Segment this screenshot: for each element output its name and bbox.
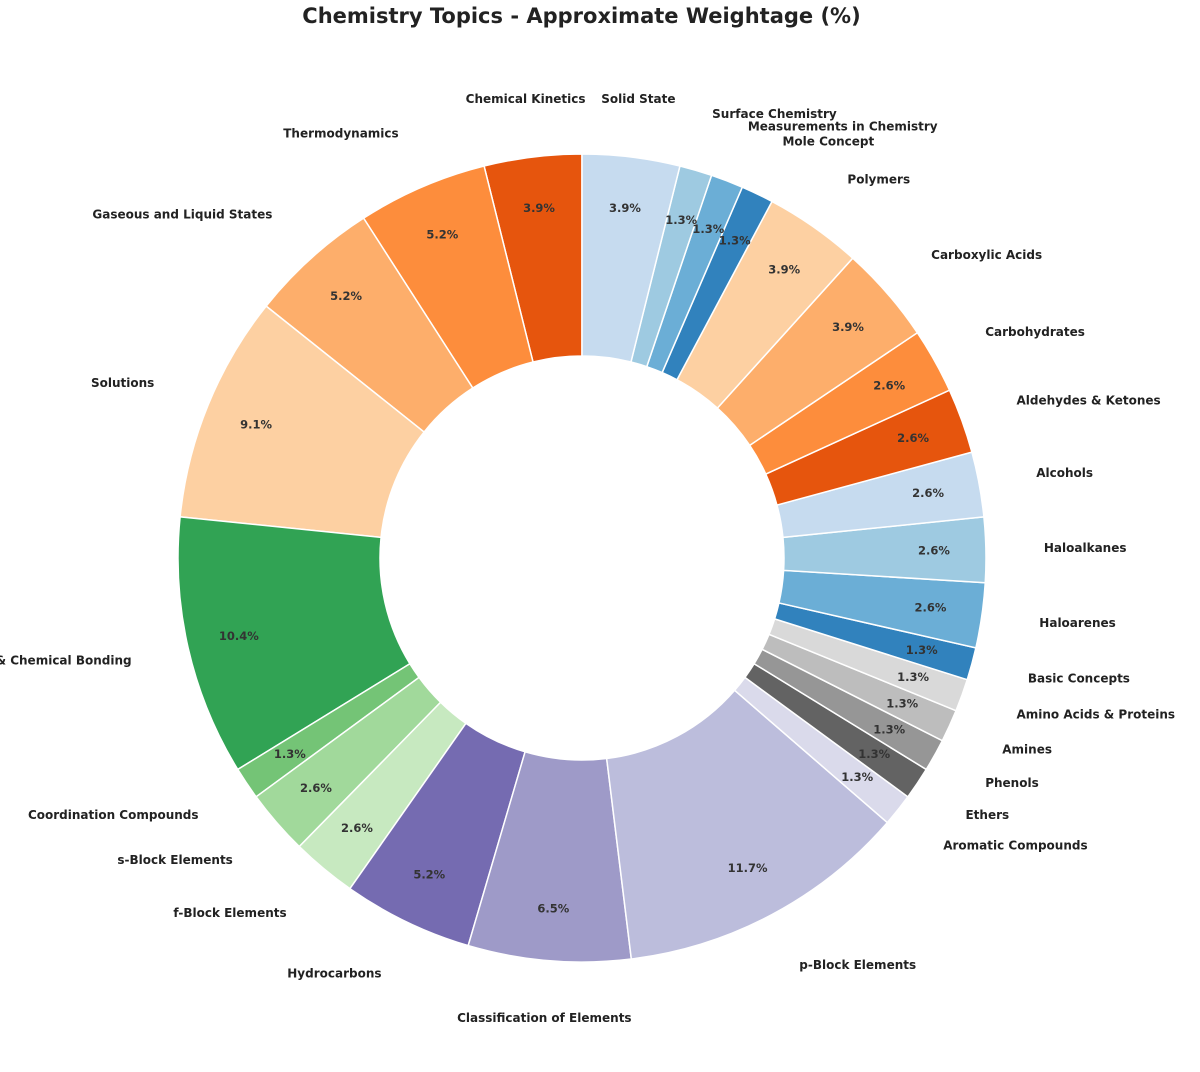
pct-label-hydrocarbons: 5.2% <box>413 868 445 882</box>
label-haloarenes: Haloarenes <box>1039 616 1115 630</box>
label-gaseous-and-liquid-states: Gaseous and Liquid States <box>92 208 272 222</box>
label-carboxylic-acids: Carboxylic Acids <box>931 248 1042 262</box>
pct-label-measurements-in-chemistry: 1.3% <box>692 222 724 236</box>
label-amino-acids-and-proteins: Amino Acids & Proteins <box>1016 708 1175 722</box>
label-phenols: Phenols <box>985 776 1039 790</box>
pct-label-amines: 1.3% <box>886 697 918 711</box>
label-mole-concept: Mole Concept <box>782 134 874 148</box>
label-f-block-elements: f-Block Elements <box>173 906 286 920</box>
slice-solid-state <box>581 153 681 363</box>
label-aromatic-compounds: Aromatic Compounds <box>943 839 1087 853</box>
pct-label-gaseous-and-liquid-states: 5.2% <box>330 289 362 303</box>
label-solutions: Solutions <box>91 376 154 390</box>
pct-label-mole-concept: 1.3% <box>719 233 751 247</box>
pct-label-solutions: 9.1% <box>240 417 272 431</box>
pct-label-basic-concepts: 1.3% <box>906 643 938 657</box>
pct-label-surface-chemistry: 1.3% <box>665 213 697 227</box>
label-solid-state: Solid State <box>601 92 675 106</box>
label-coordination-compounds: Coordination Compounds <box>28 808 199 822</box>
label-polymers: Polymers <box>847 172 910 186</box>
pct-label-aromatic-compounds: 1.3% <box>841 770 873 784</box>
pct-label-aldehydes-and-ketones: 2.6% <box>897 431 929 445</box>
pct-label-atomic-structure-and-chemical-bonding: 10.4% <box>219 629 259 643</box>
pct-label-haloalkanes: 2.6% <box>918 543 950 557</box>
slice-p-block-elements <box>605 689 889 960</box>
pct-label-thermodynamics: 5.2% <box>426 227 458 241</box>
pct-label-carboxylic-acids: 3.9% <box>832 320 864 334</box>
label-ethers: Ethers <box>965 808 1009 822</box>
pct-label-amino-acids-and-proteins: 1.3% <box>897 670 929 684</box>
pct-label-ethers: 1.3% <box>858 747 890 761</box>
label-chemical-kinetics: Chemical Kinetics <box>466 92 586 106</box>
label-p-block-elements: p-Block Elements <box>799 958 916 972</box>
donut-slices <box>177 153 987 963</box>
pct-label-alcohols: 2.6% <box>912 486 944 500</box>
label-surface-chemistry: Surface Chemistry <box>712 107 837 121</box>
category-labels: Chemical Kinetics Thermodynamics Gaseous a… <box>0 92 1175 1025</box>
pct-label-chemical-kinetics: 3.9% <box>523 201 555 215</box>
pct-label-p-block-elements: 11.7% <box>728 861 768 875</box>
label-basic-concepts: Basic Concepts <box>1028 672 1130 686</box>
label-haloalkanes: Haloalkanes <box>1044 541 1127 555</box>
label-s-block-elements: s-Block Elements <box>117 853 232 867</box>
pct-label-coordination-compounds: 1.3% <box>274 747 306 761</box>
label-atomic-structure-and-chemical-bonding: Atomic Structure & Chemical Bonding <box>0 653 132 667</box>
pct-label-f-block-elements: 2.6% <box>341 821 373 835</box>
pct-label-s-block-elements: 2.6% <box>300 781 332 795</box>
pct-label-carbohydrates: 2.6% <box>873 379 905 393</box>
pct-label-classification-of-elements: 6.5% <box>537 901 569 915</box>
percentage-labels: 3.9% 5.2% 5.2% 9.1% 10.4% 1.3% 2.6% 2.6% 5.2% 6.5… <box>219 201 950 915</box>
label-classification-of-elements: Classification of Elements <box>457 1011 632 1025</box>
pct-label-phenols: 1.3% <box>873 722 905 736</box>
pct-label-haloarenes: 2.6% <box>914 601 946 615</box>
label-thermodynamics: Thermodynamics <box>283 126 398 140</box>
label-amines: Amines <box>1002 742 1052 756</box>
chart-title: Chemistry Topics - Approximate Weightage… <box>302 4 861 28</box>
label-measurements-in-chemistry: Measurements in Chemistry <box>748 119 938 133</box>
label-carbohydrates: Carbohydrates <box>985 325 1085 339</box>
pct-label-polymers: 3.9% <box>768 262 800 276</box>
label-aldehydes-and-ketones: Aldehydes & Ketones <box>1016 393 1160 407</box>
label-alcohols: Alcohols <box>1036 466 1093 480</box>
label-hydrocarbons: Hydrocarbons <box>287 967 381 981</box>
pct-label-solid-state: 3.9% <box>609 201 641 215</box>
